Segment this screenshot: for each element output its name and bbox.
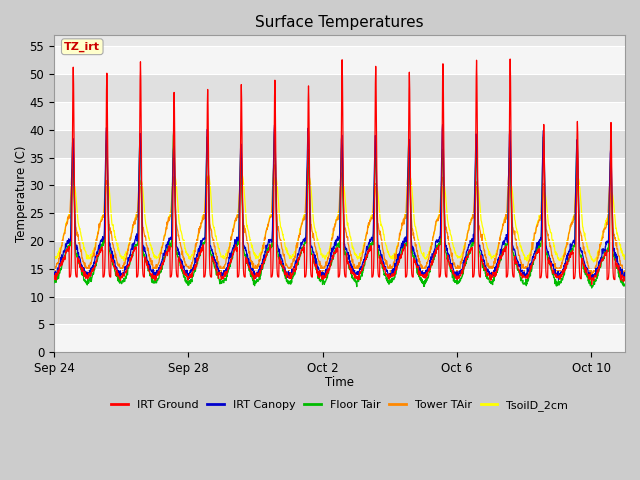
Text: TZ_irt: TZ_irt [64,42,100,52]
Bar [54,269,625,297]
Title: Surface Temperatures: Surface Temperatures [255,15,424,30]
Bar [54,324,625,352]
Bar [54,241,625,269]
Bar [54,297,625,324]
Legend: IRT Ground, IRT Canopy, Floor Tair, Tower TAir, TsoilD_2cm: IRT Ground, IRT Canopy, Floor Tair, Towe… [106,396,572,416]
Bar [54,213,625,241]
Bar [54,130,625,157]
Bar [54,102,625,130]
Bar [54,157,625,185]
Y-axis label: Temperature (C): Temperature (C) [15,145,28,242]
X-axis label: Time: Time [325,376,354,389]
Bar [54,185,625,213]
Bar [54,74,625,102]
Bar [54,47,625,74]
